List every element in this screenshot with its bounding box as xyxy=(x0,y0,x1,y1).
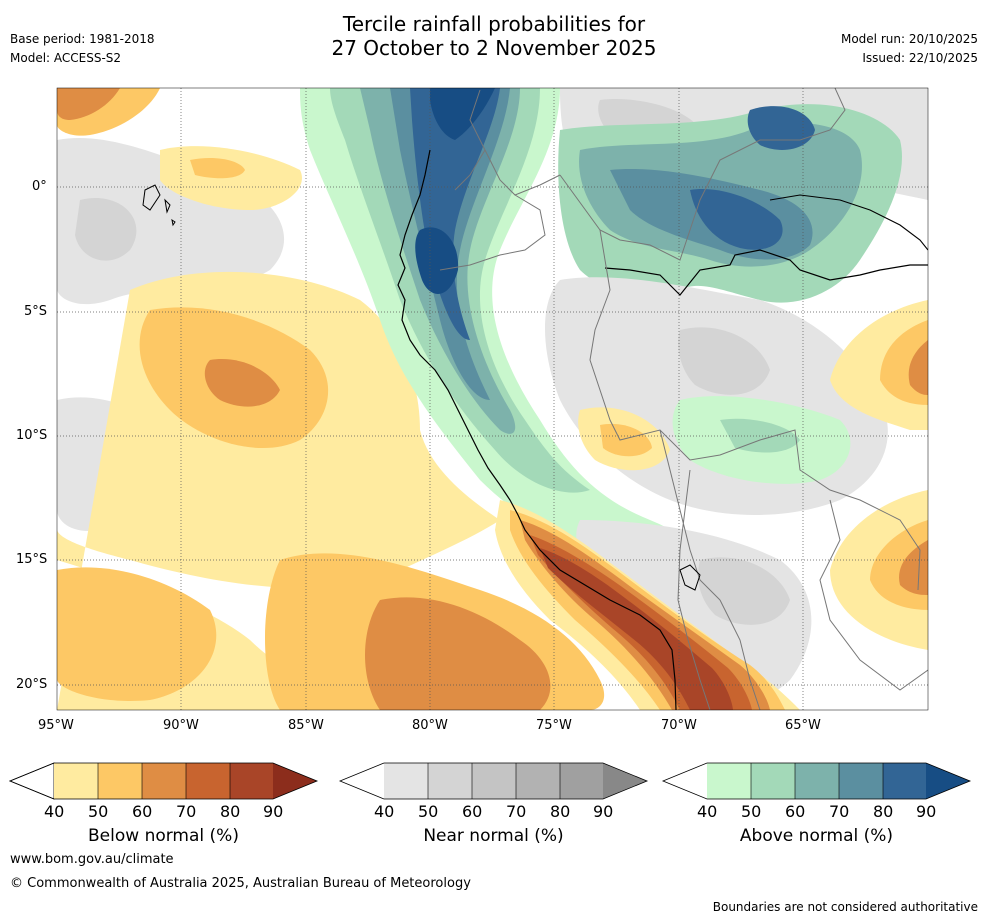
below-normal-title: Below normal (%) xyxy=(88,826,239,846)
near-tick-80: 80 xyxy=(550,802,571,821)
lat-label-0: 0° xyxy=(32,179,47,194)
map-frame xyxy=(56,87,929,711)
title-line-1: Tercile rainfall probabilities for xyxy=(342,12,646,36)
probability-field xyxy=(57,88,928,710)
below-tick-90: 90 xyxy=(263,802,284,821)
above-tick-90: 90 xyxy=(916,802,937,821)
lat-label-10s: 10°S xyxy=(16,428,48,443)
lon-label-75w: 75°W xyxy=(536,718,572,733)
boundary-disclaimer: Boundaries are not considered authoritat… xyxy=(712,900,978,914)
lon-label-85w: 85°W xyxy=(288,718,324,733)
lon-label-80w: 80°W xyxy=(412,718,448,733)
copyright-text: © Commonwealth of Australia 2025, Austra… xyxy=(10,876,471,891)
lat-label-15s: 15°S xyxy=(16,552,48,567)
near-tick-70: 70 xyxy=(506,802,527,821)
above-tick-80: 80 xyxy=(873,802,894,821)
lat-label-5s: 5°S xyxy=(24,304,48,319)
lon-label-95w: 95°W xyxy=(38,718,74,733)
amazon-river xyxy=(604,249,928,296)
above-tick-50: 50 xyxy=(741,802,762,821)
lake-titicaca xyxy=(679,564,701,591)
lat-label-20s: 20°S xyxy=(16,677,48,692)
below-tick-50: 50 xyxy=(88,802,109,821)
lon-label-65w: 65°W xyxy=(785,718,821,733)
below-tick-70: 70 xyxy=(176,802,197,821)
near-tick-90: 90 xyxy=(593,802,614,821)
base-period: Base period: 1981-2018 xyxy=(10,32,155,46)
amazon-river-north xyxy=(769,194,928,251)
title-line-2: 27 October to 2 November 2025 xyxy=(331,36,657,60)
near-tick-50: 50 xyxy=(418,802,439,821)
colorbar-above xyxy=(661,762,972,800)
graticule xyxy=(57,88,928,710)
near-tick-60: 60 xyxy=(462,802,483,821)
below-tick-60: 60 xyxy=(132,802,153,821)
near-normal-title: Near normal (%) xyxy=(423,826,564,846)
model-name: Model: ACCESS-S2 xyxy=(10,51,122,65)
model-run: Model run: 20/10/2025 xyxy=(840,32,978,46)
below-tick-80: 80 xyxy=(220,802,241,821)
colorbar-below xyxy=(8,762,319,800)
above-tick-60: 60 xyxy=(785,802,806,821)
colorbar-near xyxy=(338,762,649,800)
above-tick-40: 40 xyxy=(697,802,718,821)
below-tick-40: 40 xyxy=(44,802,65,821)
near-tick-40: 40 xyxy=(374,802,395,821)
coastline xyxy=(397,149,677,710)
country-borders xyxy=(439,88,928,710)
galapagos-islands xyxy=(142,184,176,227)
above-tick-70: 70 xyxy=(829,802,850,821)
map-title: Tercile rainfall probabilities for 27 Oc… xyxy=(0,12,988,60)
lon-label-70w: 70°W xyxy=(661,718,697,733)
website-link[interactable]: www.bom.gov.au/climate xyxy=(10,852,174,867)
above-normal-title: Above normal (%) xyxy=(739,826,894,846)
issued-date: Issued: 22/10/2025 xyxy=(862,51,978,65)
lon-label-90w: 90°W xyxy=(163,718,199,733)
